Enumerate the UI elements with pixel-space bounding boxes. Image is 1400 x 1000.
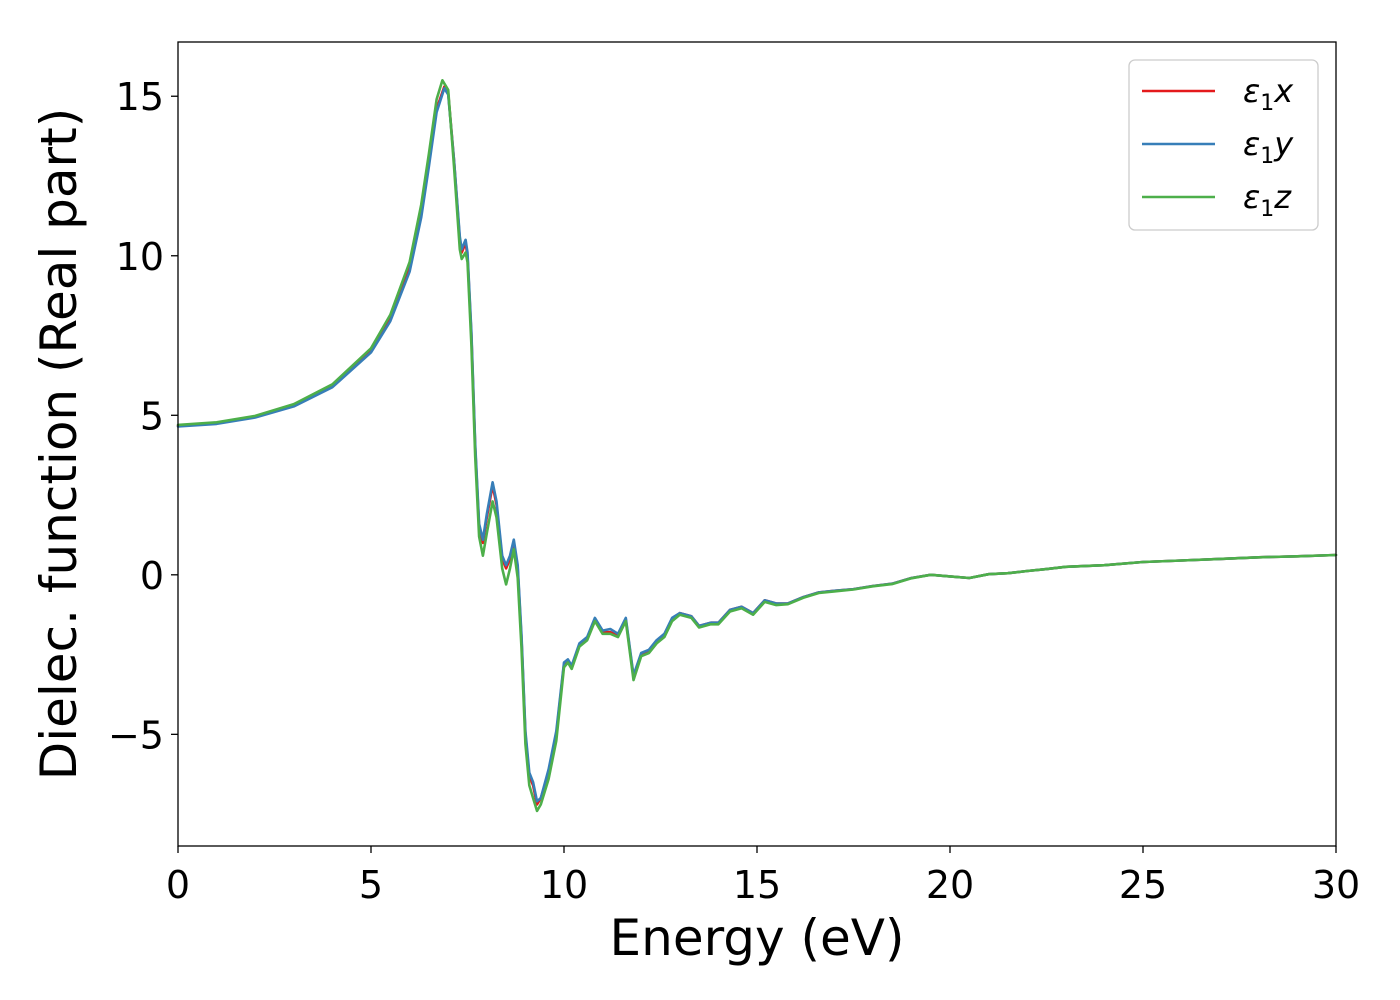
y-axis-label: Dielec. function (Real part) [30, 108, 88, 780]
x-axis-ticks: 0 5 10 15 20 25 30 [166, 846, 1360, 907]
legend-label-x: ε1x [1243, 72, 1294, 116]
y-tick-label: −5 [108, 713, 164, 757]
series-line-z [176, 79, 1338, 813]
x-tick-label: 10 [540, 863, 588, 907]
x-tick-label: 15 [733, 863, 781, 907]
y-tick-label: 5 [140, 394, 164, 438]
x-tick-label: 25 [1119, 863, 1167, 907]
x-axis-label: Energy (eV) [610, 909, 905, 967]
legend-label-z: ε1z [1243, 178, 1292, 222]
x-tick-label: 5 [359, 863, 383, 907]
y-tick-label: 0 [140, 554, 164, 598]
x-tick-label: 30 [1312, 863, 1360, 907]
x-tick-label: 20 [926, 863, 974, 907]
y-axis-ticks: −5 0 5 10 15 [108, 75, 178, 757]
y-tick-label: 10 [116, 235, 164, 279]
legend-box [1128, 59, 1319, 231]
legend: ε1x ε1y ε1z [1128, 59, 1319, 231]
x-tick-label: 0 [166, 863, 190, 907]
y-tick-label: 15 [116, 75, 164, 119]
series-layer [176, 79, 1338, 813]
legend-label-y: ε1y [1243, 125, 1294, 169]
